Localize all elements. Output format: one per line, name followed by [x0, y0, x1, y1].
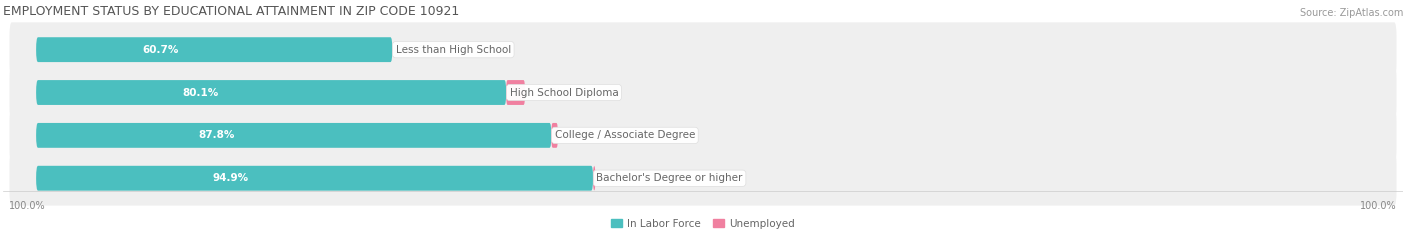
Text: 3.2%: 3.2% [534, 88, 561, 98]
Text: College / Associate Degree: College / Associate Degree [555, 130, 695, 140]
Text: 0.4%: 0.4% [606, 173, 631, 183]
FancyBboxPatch shape [37, 123, 551, 148]
FancyBboxPatch shape [551, 123, 558, 148]
FancyBboxPatch shape [10, 108, 1396, 163]
FancyBboxPatch shape [10, 151, 1396, 206]
Text: Bachelor's Degree or higher: Bachelor's Degree or higher [596, 173, 742, 183]
Text: 0.0%: 0.0% [402, 45, 429, 55]
Text: 87.8%: 87.8% [198, 130, 235, 140]
FancyBboxPatch shape [37, 166, 593, 191]
FancyBboxPatch shape [10, 65, 1396, 120]
Text: High School Diploma: High School Diploma [509, 88, 619, 98]
FancyBboxPatch shape [37, 37, 392, 62]
FancyBboxPatch shape [37, 80, 506, 105]
FancyBboxPatch shape [593, 166, 595, 191]
Text: 60.7%: 60.7% [142, 45, 179, 55]
Text: 94.9%: 94.9% [212, 173, 249, 183]
Text: Less than High School: Less than High School [395, 45, 510, 55]
Legend: In Labor Force, Unemployed: In Labor Force, Unemployed [607, 215, 799, 233]
Text: 1.1%: 1.1% [568, 130, 595, 140]
Text: 100.0%: 100.0% [10, 201, 46, 211]
Text: EMPLOYMENT STATUS BY EDUCATIONAL ATTAINMENT IN ZIP CODE 10921: EMPLOYMENT STATUS BY EDUCATIONAL ATTAINM… [3, 4, 458, 17]
Text: 100.0%: 100.0% [1360, 201, 1396, 211]
Text: 80.1%: 80.1% [183, 88, 219, 98]
Text: Source: ZipAtlas.com: Source: ZipAtlas.com [1301, 7, 1403, 17]
FancyBboxPatch shape [10, 22, 1396, 77]
FancyBboxPatch shape [506, 80, 524, 105]
